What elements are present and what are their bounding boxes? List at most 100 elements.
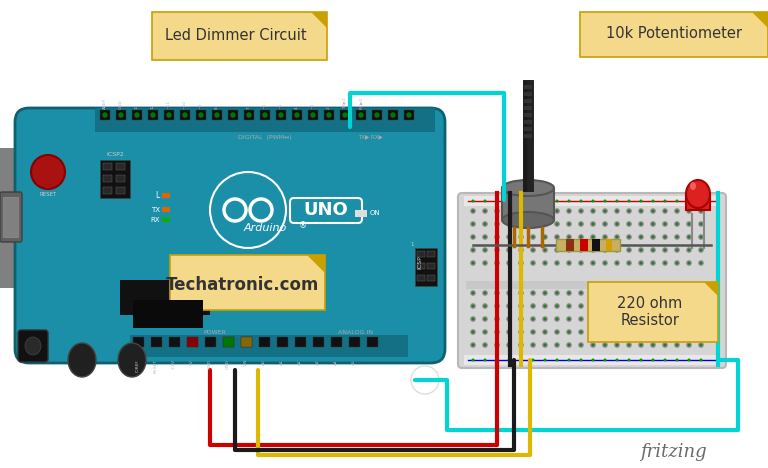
Circle shape: [652, 249, 654, 251]
Circle shape: [472, 249, 474, 251]
Circle shape: [604, 262, 606, 264]
Bar: [100, 110, 110, 120]
Circle shape: [628, 262, 630, 264]
Circle shape: [482, 303, 488, 309]
Circle shape: [674, 247, 680, 253]
Circle shape: [508, 344, 511, 346]
Circle shape: [472, 210, 474, 212]
Circle shape: [591, 199, 594, 203]
Circle shape: [688, 292, 690, 294]
Circle shape: [604, 236, 606, 238]
Circle shape: [626, 303, 632, 309]
Text: ICSP: ICSP: [418, 255, 422, 269]
Bar: [606, 239, 612, 251]
Circle shape: [495, 199, 498, 203]
Circle shape: [531, 262, 535, 264]
Circle shape: [542, 290, 548, 296]
Circle shape: [687, 235, 690, 238]
Circle shape: [687, 199, 690, 203]
Circle shape: [591, 344, 594, 346]
Circle shape: [676, 236, 678, 238]
Circle shape: [615, 199, 618, 203]
Circle shape: [628, 292, 630, 294]
Circle shape: [484, 249, 486, 251]
Circle shape: [566, 260, 572, 266]
Circle shape: [520, 262, 522, 264]
Circle shape: [580, 292, 582, 294]
Circle shape: [627, 318, 631, 321]
Circle shape: [590, 316, 596, 322]
Text: UNO: UNO: [303, 201, 349, 219]
Circle shape: [640, 318, 642, 321]
Circle shape: [472, 331, 474, 333]
Circle shape: [554, 342, 560, 348]
Circle shape: [484, 235, 486, 238]
Circle shape: [627, 249, 631, 251]
Circle shape: [544, 344, 546, 346]
Circle shape: [544, 249, 546, 251]
Bar: [404, 110, 414, 120]
Circle shape: [698, 303, 703, 309]
Circle shape: [556, 318, 558, 320]
Bar: [295, 337, 306, 347]
Circle shape: [542, 342, 548, 348]
Circle shape: [295, 113, 299, 117]
Circle shape: [676, 344, 678, 346]
Circle shape: [687, 318, 690, 321]
Circle shape: [495, 318, 498, 321]
Circle shape: [651, 292, 654, 294]
Circle shape: [664, 210, 666, 212]
Circle shape: [531, 210, 535, 212]
Circle shape: [686, 221, 692, 227]
Text: RESET: RESET: [154, 359, 158, 373]
Circle shape: [495, 305, 498, 307]
Circle shape: [591, 318, 594, 321]
Circle shape: [700, 344, 703, 346]
Circle shape: [568, 236, 570, 238]
Circle shape: [554, 303, 560, 309]
Circle shape: [530, 208, 536, 214]
Circle shape: [590, 342, 596, 348]
Circle shape: [199, 113, 203, 117]
Circle shape: [602, 303, 607, 309]
Circle shape: [676, 235, 678, 238]
Circle shape: [532, 262, 534, 264]
Circle shape: [688, 262, 690, 264]
Circle shape: [554, 329, 560, 335]
Circle shape: [616, 210, 618, 212]
Circle shape: [662, 234, 668, 240]
Circle shape: [555, 249, 558, 251]
Bar: [524, 85, 532, 89]
Circle shape: [640, 223, 642, 225]
Circle shape: [616, 292, 618, 294]
Circle shape: [520, 292, 522, 294]
Circle shape: [687, 344, 690, 346]
Circle shape: [627, 292, 631, 294]
Circle shape: [472, 235, 475, 238]
Circle shape: [604, 318, 607, 321]
Circle shape: [592, 249, 594, 251]
Circle shape: [676, 210, 678, 212]
Circle shape: [568, 199, 571, 203]
Text: Arduino: Arduino: [243, 223, 286, 233]
Circle shape: [627, 210, 631, 212]
Circle shape: [604, 318, 606, 320]
Circle shape: [494, 342, 500, 348]
Circle shape: [627, 235, 631, 238]
Bar: [130, 335, 408, 357]
Circle shape: [495, 235, 498, 238]
Circle shape: [664, 292, 667, 294]
Circle shape: [544, 305, 546, 307]
Circle shape: [247, 113, 251, 117]
Circle shape: [580, 262, 582, 264]
Circle shape: [664, 344, 667, 346]
Circle shape: [638, 303, 644, 309]
Circle shape: [580, 199, 582, 203]
Circle shape: [664, 262, 667, 264]
Circle shape: [686, 260, 692, 266]
Circle shape: [698, 208, 703, 214]
Circle shape: [555, 262, 558, 264]
Bar: [367, 337, 378, 347]
Circle shape: [508, 331, 510, 333]
Circle shape: [664, 331, 666, 333]
